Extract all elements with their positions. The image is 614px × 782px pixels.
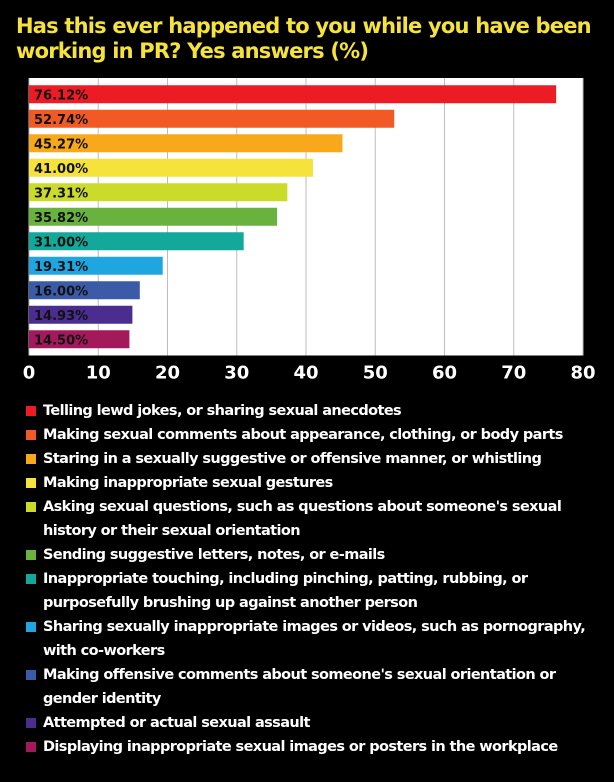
x-tick-label: 70 [501, 363, 526, 384]
legend-swatch [26, 430, 36, 440]
bar-value-label: 19.31% [34, 260, 88, 275]
legend-swatch [26, 574, 36, 584]
legend-label: Sending suggestive letters, notes, or e-… [43, 547, 385, 563]
bar [29, 330, 130, 349]
bar-value-label: 14.50% [34, 333, 88, 348]
legend-swatch [26, 718, 36, 728]
legend-label: Sharing sexually inappropriate images or… [43, 619, 586, 659]
bar [29, 232, 244, 251]
bar [29, 305, 133, 324]
legend-item: Making inappropriate sexual gestures [26, 471, 611, 495]
legend-item: Asking sexual questions, such as questio… [26, 495, 611, 543]
legend-item: Displaying inappropriate sexual images o… [26, 735, 611, 759]
bar [29, 281, 140, 300]
bar [29, 134, 343, 153]
x-tick-label: 60 [432, 363, 457, 384]
legend-label: Making sexual comments about appearance,… [43, 427, 563, 443]
x-tick-label: 0 [23, 363, 36, 384]
legend-item: Sending suggestive letters, notes, or e-… [26, 543, 611, 567]
x-tick-label: 80 [570, 363, 595, 384]
legend-swatch [26, 550, 36, 560]
legend-item: Attempted or actual sexual assault [26, 711, 611, 735]
legend-label: Telling lewd jokes, or sharing sexual an… [43, 403, 402, 419]
bar-value-label: 37.31% [34, 186, 88, 201]
bar-value-label: 41.00% [34, 162, 88, 177]
legend-swatch [26, 502, 36, 512]
bars: 76.12% 52.74% 45.27% 41.00% 37.31% 35.82% 31.0… [29, 85, 557, 349]
x-tick-label: 20 [155, 363, 180, 384]
legend-label: Attempted or actual sexual assault [43, 715, 310, 731]
bar-value-label: 14.93% [34, 309, 88, 324]
legend-swatch [26, 454, 36, 464]
legend: Telling lewd jokes, or sharing sexual an… [26, 399, 611, 759]
bar-value-label: 45.27% [34, 137, 88, 152]
x-tick-label: 30 [224, 363, 249, 384]
legend-swatch [26, 622, 36, 632]
x-tick-label: 10 [86, 363, 111, 384]
bar [29, 109, 395, 128]
legend-item: Making offensive comments about someone'… [26, 663, 611, 711]
bar-value-label: 16.00% [34, 284, 88, 299]
legend-label: Making inappropriate sexual gestures [43, 475, 333, 491]
chart-title: Has this ever happened to you while you … [16, 14, 592, 63]
bar [29, 207, 278, 226]
legend-label: Asking sexual questions, such as questio… [43, 499, 562, 539]
bar-chart: 76.12% 52.74% 45.27% 41.00% 37.31% 35.82% 31.0… [23, 78, 596, 384]
legend-label: Inappropriate touching, including pinchi… [43, 571, 528, 611]
legend-item: Sharing sexually inappropriate images or… [26, 615, 611, 663]
bar-value-label: 35.82% [34, 211, 88, 226]
legend-item: Inappropriate touching, including pinchi… [26, 567, 611, 615]
bar-value-label: 31.00% [34, 235, 88, 250]
bar [29, 183, 288, 202]
legend-item: Making sexual comments about appearance,… [26, 423, 611, 447]
bar-value-label: 52.74% [34, 113, 88, 128]
bar [29, 85, 557, 104]
legend-swatch [26, 670, 36, 680]
legend-swatch [26, 478, 36, 488]
legend-swatch [26, 742, 36, 752]
legend-item: Staring in a sexually suggestive or offe… [26, 447, 611, 471]
bar [29, 158, 313, 177]
legend-swatch [26, 406, 36, 416]
x-axis-ticks: 0 10 20 30 40 50 60 70 80 [23, 363, 596, 384]
legend-label: Displaying inappropriate sexual images o… [43, 739, 558, 755]
x-tick-label: 50 [363, 363, 388, 384]
legend-label: Staring in a sexually suggestive or offe… [43, 451, 542, 467]
x-tick-label: 40 [293, 363, 318, 384]
bar [29, 256, 163, 275]
bar-value-label: 76.12% [34, 88, 88, 103]
legend-item: Telling lewd jokes, or sharing sexual an… [26, 399, 611, 423]
legend-label: Making offensive comments about someone'… [43, 667, 556, 707]
